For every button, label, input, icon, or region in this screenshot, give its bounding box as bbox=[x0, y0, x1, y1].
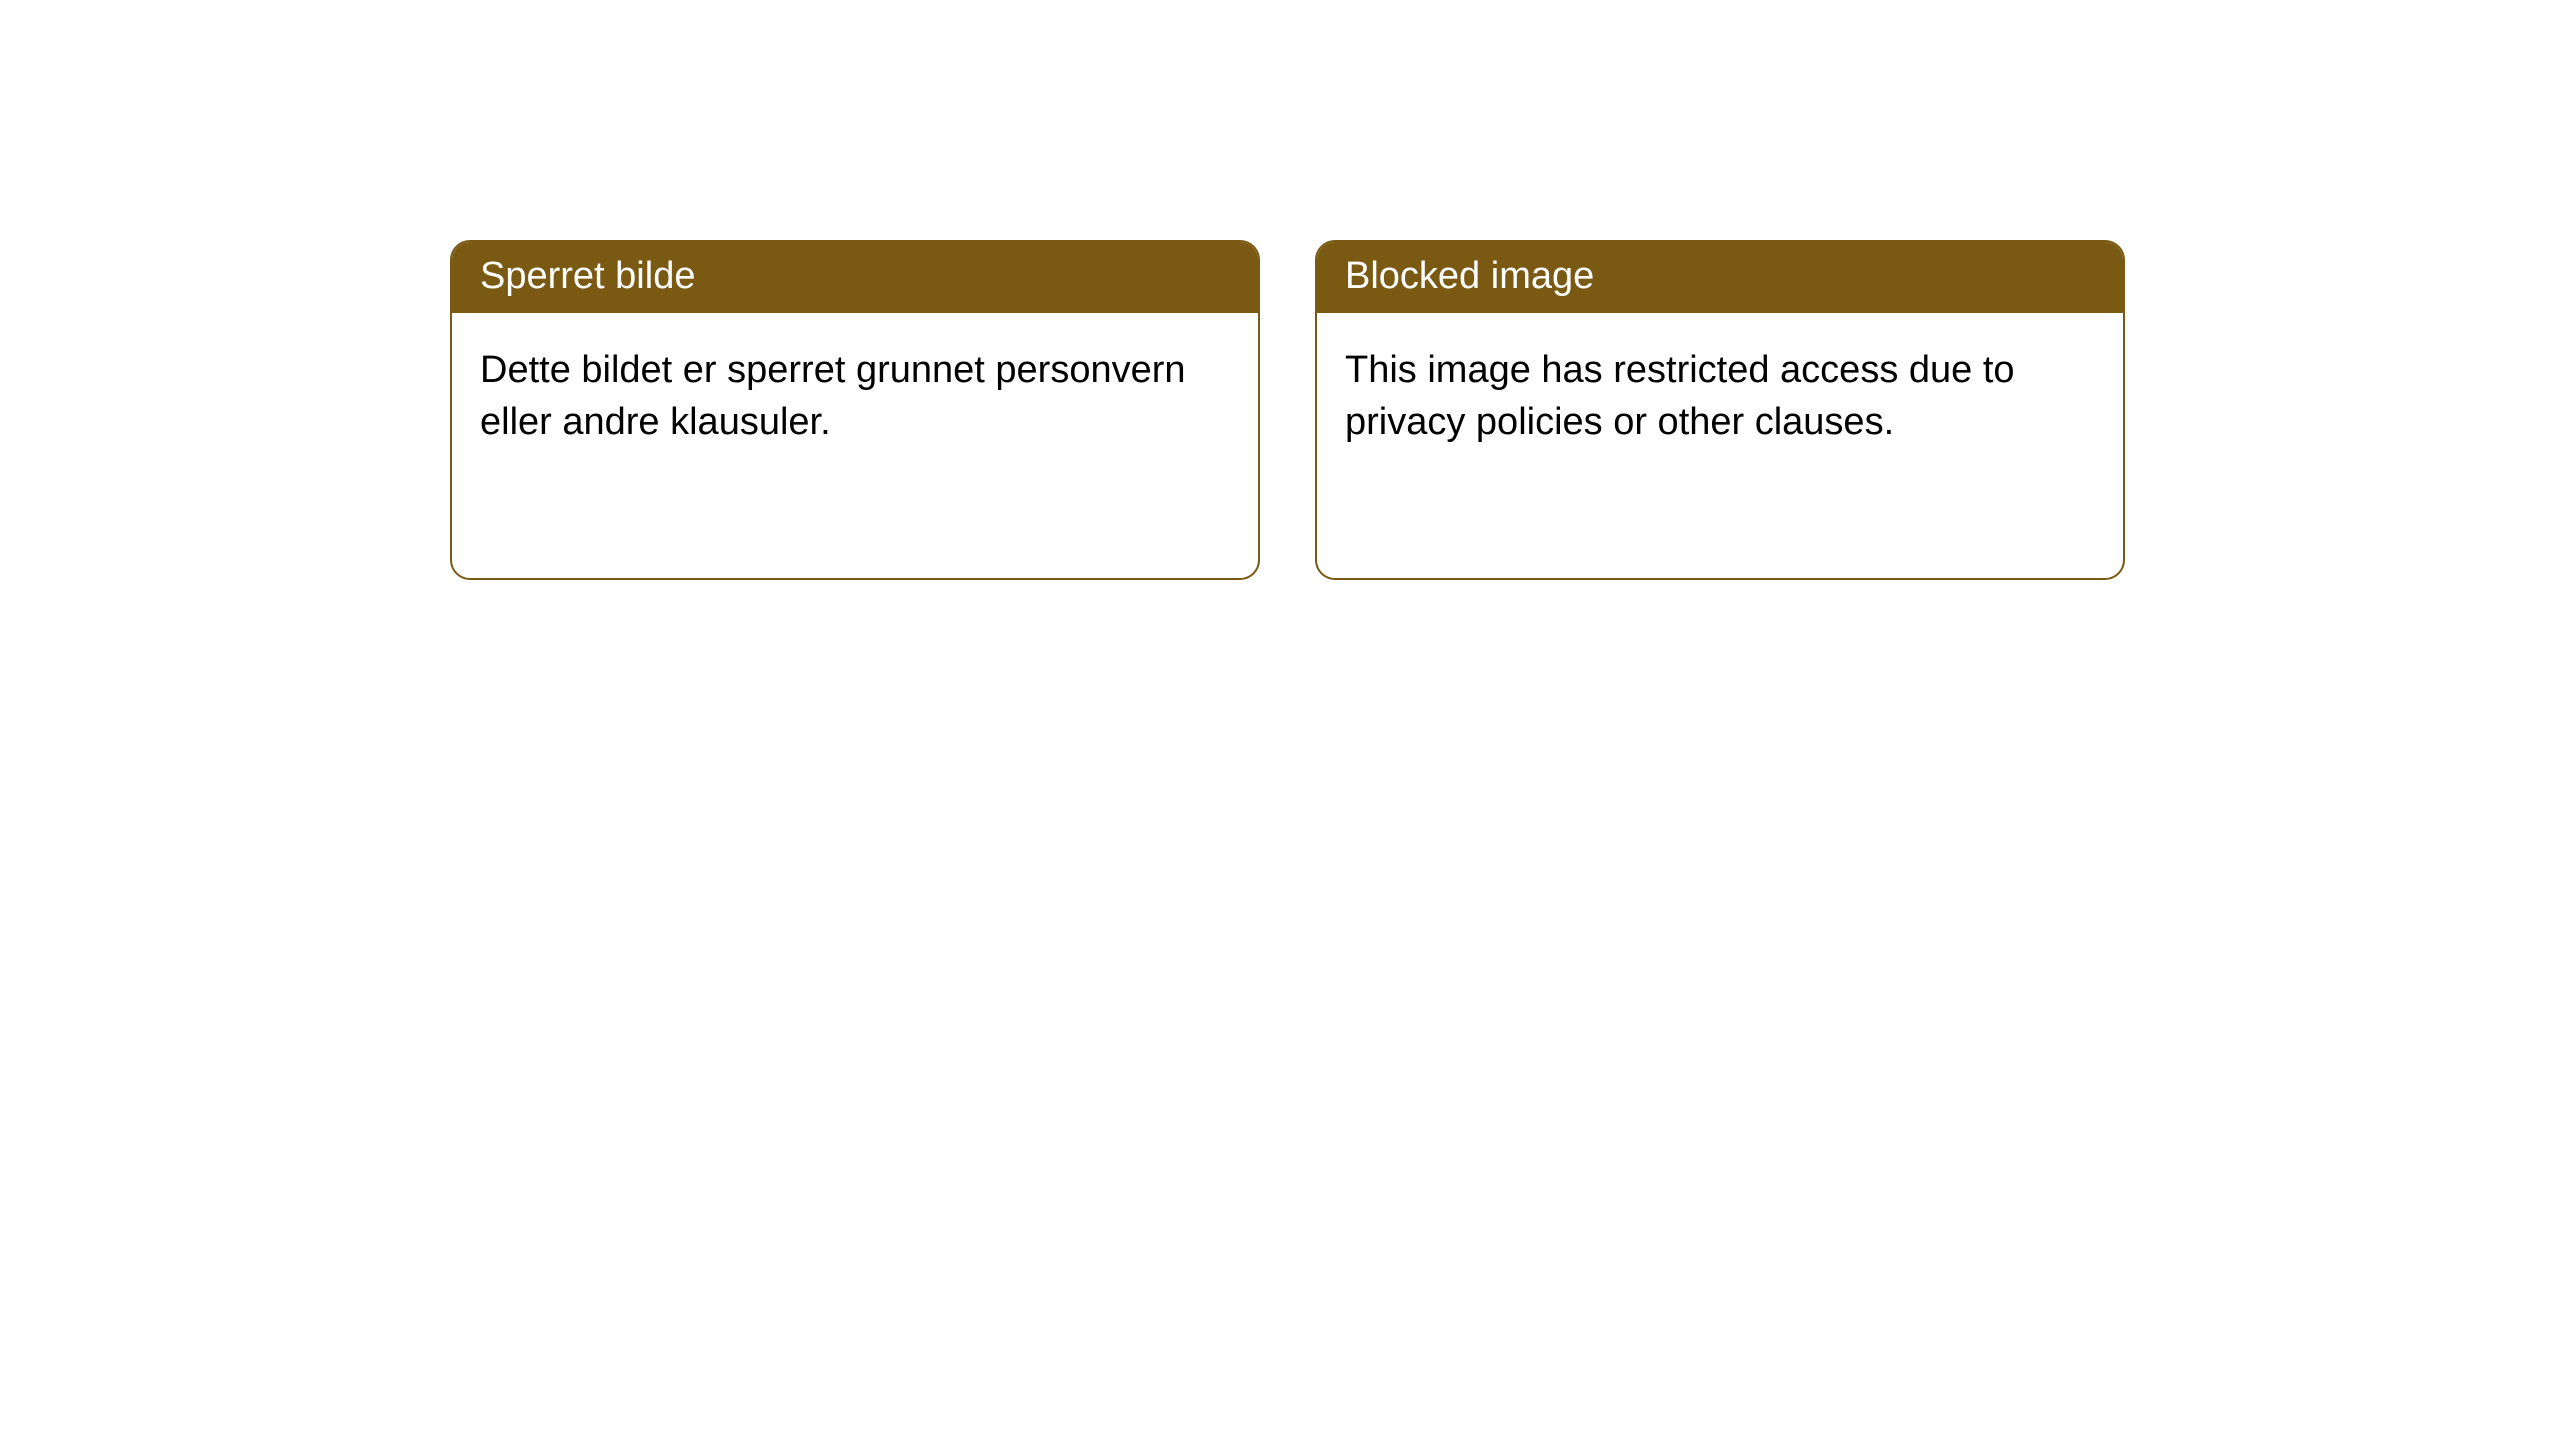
card-title: Blocked image bbox=[1345, 255, 1594, 297]
notice-container: Sperret bilde Dette bildet er sperret gr… bbox=[0, 0, 2560, 580]
card-body: Dette bildet er sperret grunnet personve… bbox=[452, 313, 1258, 480]
card-message: This image has restricted access due to … bbox=[1345, 349, 2015, 442]
card-title: Sperret bilde bbox=[480, 255, 695, 297]
card-body: This image has restricted access due to … bbox=[1317, 313, 2123, 480]
card-message: Dette bildet er sperret grunnet personve… bbox=[480, 349, 1186, 442]
blocked-image-card-english: Blocked image This image has restricted … bbox=[1315, 240, 2125, 580]
card-header: Blocked image bbox=[1317, 242, 2123, 313]
card-header: Sperret bilde bbox=[452, 242, 1258, 313]
blocked-image-card-norwegian: Sperret bilde Dette bildet er sperret gr… bbox=[450, 240, 1260, 580]
